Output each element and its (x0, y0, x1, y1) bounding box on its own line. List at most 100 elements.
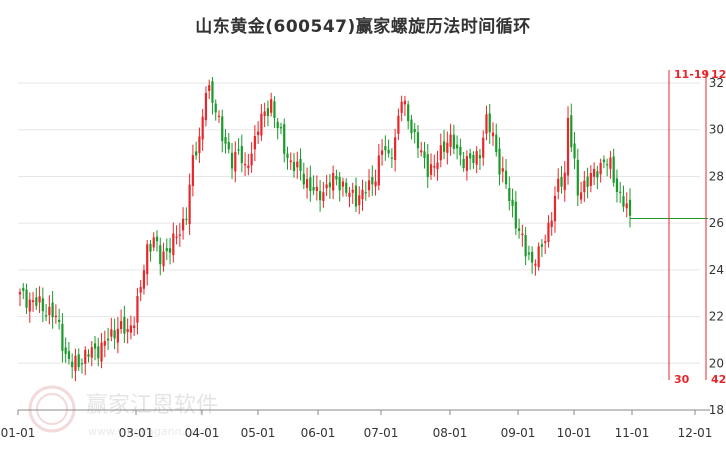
candle-body (465, 156, 468, 171)
candle (296, 151, 299, 179)
candle (400, 95, 403, 122)
candle-body (77, 354, 80, 368)
candle (227, 133, 230, 154)
y-tick-label: 24 (709, 263, 724, 277)
candle-body (116, 328, 119, 343)
candle (77, 348, 80, 371)
candle-body (384, 146, 387, 151)
candle (44, 303, 48, 321)
candle-body (126, 329, 129, 332)
candle-body (120, 321, 123, 330)
candle (534, 259, 537, 276)
candle-body (488, 113, 491, 133)
candle (619, 181, 622, 204)
candle-body (622, 196, 625, 207)
candle (328, 173, 331, 199)
candle (579, 181, 583, 204)
candle (456, 135, 459, 160)
candle (531, 246, 534, 274)
candle (195, 141, 198, 160)
candle-body (319, 190, 322, 201)
cycle-lines: 11-19 30 12 42 (668, 68, 726, 386)
candle-body (602, 159, 606, 163)
candle-body (394, 137, 397, 161)
candle (266, 100, 270, 127)
candle (407, 100, 410, 130)
watermark-cn: 赢家江恩软件 (86, 393, 218, 418)
candle-body (283, 124, 286, 154)
candle-body (560, 177, 563, 187)
candle-body (305, 179, 309, 188)
candle-body (64, 347, 67, 354)
candle-body (416, 132, 420, 149)
candle-body (459, 146, 462, 156)
candle-body (472, 154, 475, 163)
candle (527, 245, 530, 261)
candle (168, 237, 172, 265)
candle (478, 148, 482, 171)
y-tick-label: 28 (709, 169, 724, 183)
candle (273, 96, 276, 129)
y-axis: 18 20 22 24 26 28 30 32 (709, 76, 724, 417)
candle-body (495, 134, 498, 153)
candle (257, 121, 260, 144)
candle (394, 128, 397, 172)
candle (64, 337, 67, 363)
candle-body (221, 116, 224, 141)
candle-body (146, 244, 149, 275)
candle (305, 167, 309, 199)
candle-body (312, 186, 315, 191)
candle-body (185, 218, 188, 221)
candle-body (557, 178, 560, 192)
candle-body (534, 263, 537, 266)
candle (208, 79, 211, 100)
candle-body (31, 300, 35, 303)
candle-body (172, 233, 175, 256)
candle (413, 123, 416, 144)
candle-body (234, 151, 237, 172)
candle (606, 158, 609, 177)
candle-body (315, 186, 318, 192)
candle (35, 287, 38, 310)
candle (113, 318, 116, 350)
candle (625, 192, 628, 218)
candle (61, 313, 64, 363)
candle-body (100, 342, 103, 362)
candle-body (263, 111, 266, 116)
candle (351, 182, 354, 204)
candle-body (433, 165, 436, 168)
candle-body (38, 296, 41, 303)
candle-body (198, 136, 201, 154)
candle-body (168, 248, 172, 253)
candle (410, 114, 413, 140)
candle-body (429, 164, 433, 175)
candle (485, 105, 488, 141)
candle-body (413, 129, 416, 133)
candle-body (475, 151, 478, 165)
candle-body (87, 354, 90, 357)
candle-body (387, 149, 390, 154)
candle-body (18, 292, 22, 295)
candle (358, 186, 361, 215)
candle-body (537, 246, 540, 268)
candle (442, 129, 446, 160)
candle-body (325, 184, 328, 189)
candle (159, 237, 162, 276)
candle (123, 305, 126, 344)
candle-body (237, 149, 240, 151)
candle-body (462, 158, 465, 169)
candle (501, 156, 504, 183)
cycle-line: 12 42 (705, 68, 726, 386)
candle (279, 122, 283, 135)
cycle-line: 11-19 30 (668, 68, 709, 386)
candle-body (348, 192, 351, 197)
candle-body (296, 161, 299, 168)
candle (361, 179, 364, 211)
candle-body (152, 237, 155, 248)
candle-body (41, 298, 44, 312)
candle (449, 123, 452, 156)
candle (221, 109, 224, 153)
candle-body (332, 172, 335, 191)
x-tick-label: 07-01 (364, 426, 399, 440)
candle-body (243, 164, 247, 166)
